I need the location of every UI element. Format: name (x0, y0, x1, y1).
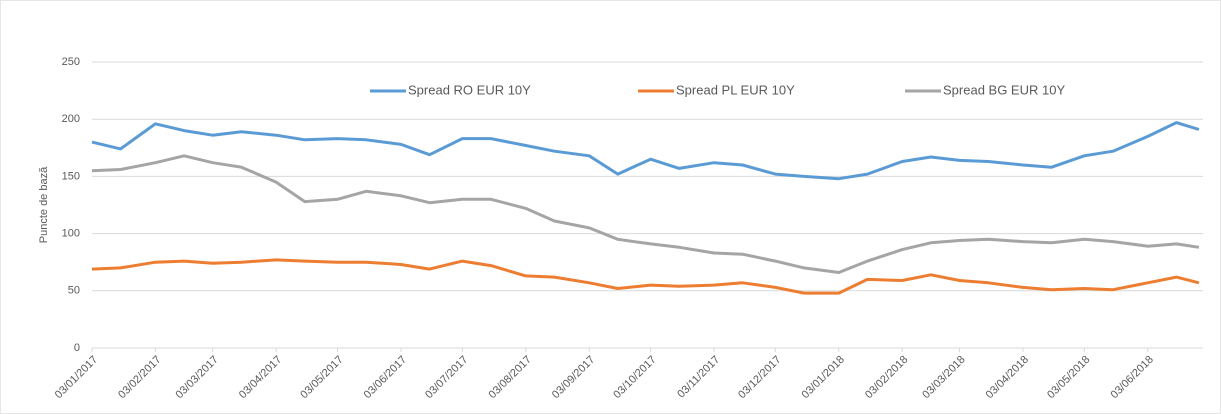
x-tick-label: 03/01/2017 (53, 354, 100, 401)
x-tick-label: 03/09/2017 (550, 354, 597, 401)
y-axis-label: Puncte de bază (38, 166, 50, 243)
legend-text: Spread PL EUR 10Y (676, 82, 795, 97)
y-tick-label: 150 (62, 170, 80, 182)
x-tick-label: 03/08/2017 (487, 354, 534, 401)
series-line (91, 121, 1200, 181)
series-line (91, 154, 1200, 274)
x-tick-label: 03/03/2018 (920, 354, 967, 401)
x-tick-label: 03/05/2017 (298, 354, 345, 401)
y-tick-label: 100 (62, 228, 80, 240)
x-tick-label: 03/02/2017 (116, 354, 163, 401)
x-tick-label: 03/03/2017 (173, 354, 220, 401)
x-tick-label: 03/10/2017 (611, 354, 658, 401)
x-tick-label: 03/11/2017 (675, 354, 722, 401)
legend-text: Spread RO EUR 10Y (408, 82, 531, 97)
x-tick-label: 03/06/2017 (362, 354, 409, 401)
x-tick-label: 03/06/2018 (1109, 354, 1156, 401)
x-tick-label: 03/02/2018 (863, 354, 910, 401)
x-tick-label: 03/05/2018 (1045, 354, 1092, 401)
y-tick-label: 50 (68, 285, 80, 297)
x-tick-label: 03/04/2018 (984, 354, 1031, 401)
y-tick-label: 250 (62, 56, 80, 68)
x-tick-label: 03/01/2018 (800, 354, 847, 401)
x-tick-label: 03/07/2017 (423, 354, 470, 401)
y-tick-label: 200 (62, 113, 80, 125)
x-tick-label: 03/12/2017 (736, 354, 783, 401)
series-line (91, 258, 1200, 295)
legend-text: Spread BG EUR 10Y (943, 82, 1065, 97)
x-tick-label: 03/04/2017 (237, 354, 284, 401)
y-tick-label: 0 (74, 342, 80, 354)
